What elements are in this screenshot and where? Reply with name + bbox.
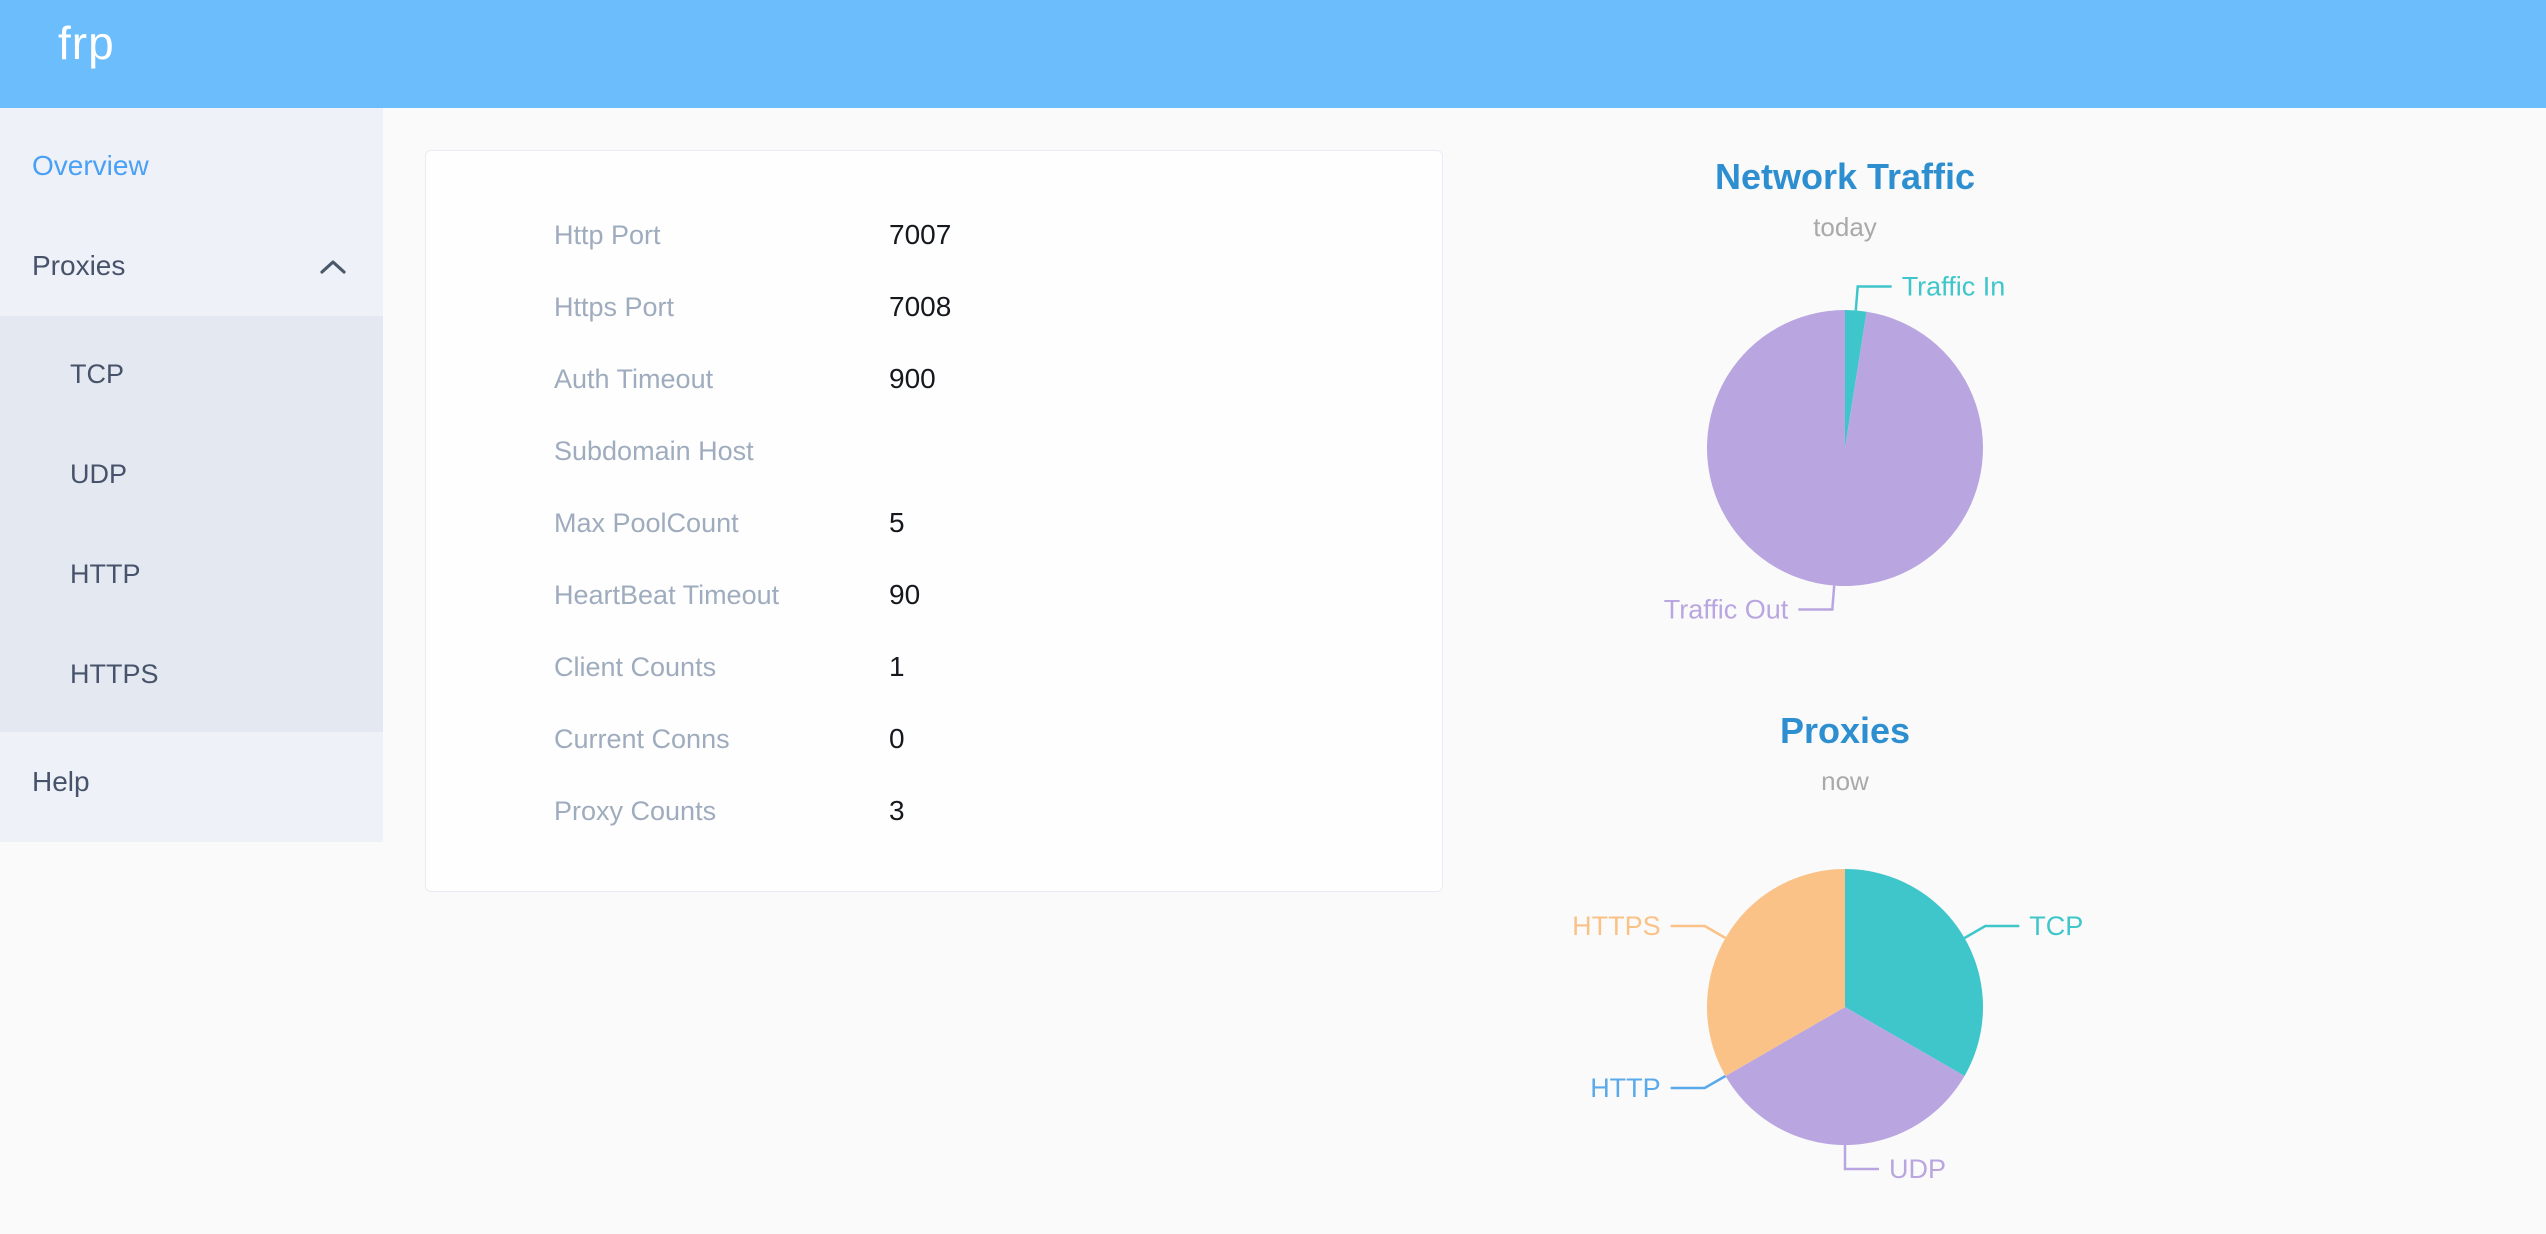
- sidebar-submenu: TCP UDP HTTP HTTPS: [0, 316, 383, 732]
- sidebar-item-help[interactable]: Help: [0, 732, 383, 832]
- pie-label-http: HTTP: [1590, 1073, 1661, 1103]
- row-value: 3: [889, 795, 905, 826]
- server-info-row: Subdomain Host: [426, 415, 1442, 487]
- sidebar-item-overview[interactable]: Overview: [0, 116, 383, 216]
- row-label: Proxy Counts: [554, 795, 717, 826]
- row-value: 5: [889, 507, 905, 538]
- row-label: Current Conns: [554, 723, 730, 754]
- pie-label-line-traffic-out: [1798, 585, 1836, 611]
- app-header: frp: [0, 0, 2546, 108]
- proxies-pie: TCP UDP HTTP HTTPS: [1572, 869, 2083, 1184]
- row-value: 900: [889, 363, 936, 394]
- sidebar-subitem-tcp[interactable]: TCP: [0, 324, 383, 424]
- server-info-row: Https Port 7008: [426, 271, 1442, 343]
- server-info-row: HeartBeat Timeout 90: [426, 559, 1442, 631]
- server-info-row: Current Conns 0: [426, 703, 1442, 775]
- sidebar-subitem-label: HTTP: [70, 558, 141, 589]
- row-value: 7008: [889, 291, 952, 322]
- server-info-card: Http Port 7007 Https Port 7008 Auth Timeout 9…: [425, 150, 1443, 892]
- app-logo: frp: [58, 17, 115, 69]
- server-info-row: Client Counts 1: [426, 631, 1442, 703]
- row-label: Auth Timeout: [554, 363, 714, 394]
- row-label: Https Port: [554, 291, 675, 322]
- sidebar: Overview Proxies TCP UDP HTTP HTTPS Help: [0, 108, 383, 842]
- row-label: Subdomain Host: [554, 435, 754, 466]
- sidebar-subitem-label: HTTPS: [70, 658, 159, 689]
- sidebar-subitem-udp[interactable]: UDP: [0, 424, 383, 524]
- network-traffic-pie: Traffic In Traffic Out: [1664, 272, 2006, 625]
- sidebar-subitem-label: TCP: [70, 358, 124, 389]
- pie-label-udp: UDP: [1889, 1154, 1946, 1184]
- pie-slice-traffic-out[interactable]: [1706, 310, 1983, 587]
- pie-slice-https[interactable]: [1707, 869, 1845, 1076]
- pie-label-line-https: [1670, 924, 1727, 940]
- network-traffic-chart: Network Traffic today Traffic In Traffic …: [1495, 140, 2195, 680]
- server-info-row: Proxy Counts 3: [426, 775, 1442, 847]
- chart-subtitle: today: [1813, 212, 1877, 242]
- row-value: 90: [889, 579, 921, 610]
- sidebar-item-label: Overview: [32, 150, 149, 181]
- row-value: 0: [889, 723, 905, 754]
- proxies-chart: Proxies now TCP UDP HTTP HTTPS: [1495, 694, 2195, 1234]
- row-label: Http Port: [554, 219, 661, 250]
- sidebar-item-proxies[interactable]: Proxies: [0, 216, 383, 316]
- row-label: HeartBeat Timeout: [554, 579, 780, 610]
- pie-label-line-traffic-in: [1854, 285, 1892, 311]
- pie-slice-tcp[interactable]: [1845, 869, 1983, 1076]
- row-label: Max PoolCount: [554, 507, 739, 538]
- pie-label-line-http: [1670, 1074, 1727, 1090]
- server-info-row: Http Port 7007: [426, 199, 1442, 271]
- sidebar-subitem-https[interactable]: HTTPS: [0, 624, 383, 724]
- sidebar-item-label: Proxies: [32, 250, 126, 281]
- pie-label-traffic-in: Traffic In: [1902, 272, 2006, 302]
- pie-label-tcp: TCP: [2029, 911, 2083, 941]
- row-label: Client Counts: [554, 651, 717, 682]
- pie-slice-traffic-in[interactable]: [1845, 310, 1867, 448]
- server-info-row: Auth Timeout 900: [426, 343, 1442, 415]
- pie-label-line-udp: [1843, 1145, 1879, 1171]
- pie-label-line-tcp: [1963, 924, 2020, 940]
- row-value: 7007: [889, 219, 952, 250]
- row-value: 1: [889, 651, 905, 682]
- pie-label-https: HTTPS: [1572, 911, 1661, 941]
- chevron-up-icon: [319, 258, 347, 275]
- chart-title: Network Traffic: [1714, 156, 1976, 197]
- pie-label-traffic-out: Traffic Out: [1664, 595, 1789, 625]
- sidebar-item-label: Help: [32, 766, 90, 797]
- sidebar-subitem-http[interactable]: HTTP: [0, 524, 383, 624]
- pie-slice-udp[interactable]: [1725, 1007, 1965, 1145]
- chart-title: Proxies: [1779, 710, 1911, 751]
- server-info-row: Max PoolCount 5: [426, 487, 1442, 559]
- chart-subtitle: now: [1821, 766, 1869, 796]
- sidebar-subitem-label: UDP: [70, 458, 128, 489]
